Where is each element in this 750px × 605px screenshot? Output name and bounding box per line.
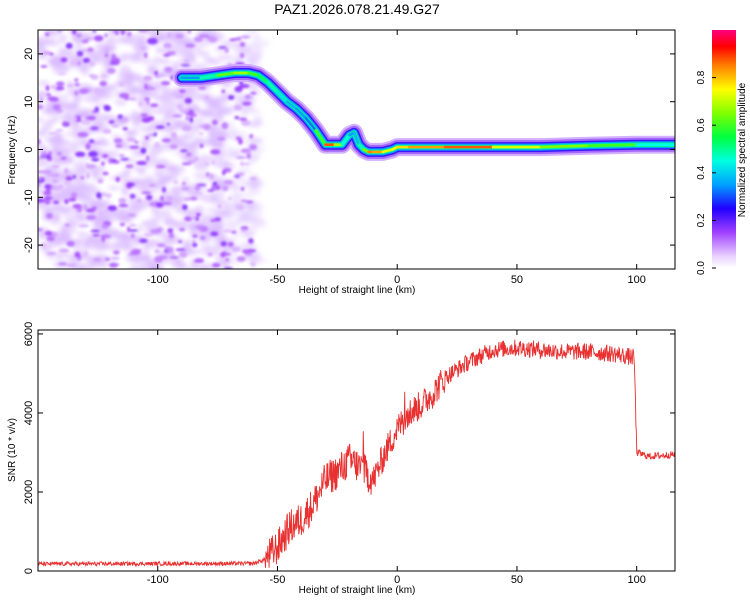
x-tick-label: -50: [270, 574, 286, 586]
x-tick-label: -50: [270, 274, 286, 286]
snr-panel: -100 -50 0 50 100 0 2000 4000 6000 Height of st…: [7, 322, 676, 596]
spectrogram-xlabel: Height of straight line (km): [299, 285, 416, 296]
x-tick-label: 100: [628, 574, 646, 586]
x-tick-label: 0: [394, 274, 400, 286]
colorbar-tick-label: 0.2: [696, 213, 707, 227]
colorbar-gradient: [712, 30, 736, 268]
y-tick-label: 4000: [23, 401, 35, 425]
snr-frame: [37, 329, 676, 572]
y-tick-label: 6000: [23, 322, 35, 346]
figure-title: PAZ1.2026.078.21.49.G27: [274, 1, 440, 17]
colorbar-tick-label: 0.4: [696, 165, 707, 179]
colorbar: 0.0 0.2 0.4 0.6 0.8 Normalized spectral ampl…: [696, 30, 748, 275]
colorbar-tick-label: 0.0: [696, 261, 707, 275]
y-tick-label: -20: [23, 237, 35, 253]
spectrogram-ridge: [172, 64, 675, 161]
x-tick-label: 50: [511, 274, 523, 286]
snr-ylabel: SNR (10 * v/v): [7, 418, 18, 482]
y-tick-label: 20: [23, 48, 35, 60]
snr-xlabel: Height of straight line (km): [299, 585, 416, 596]
spectrogram-ylabel: Frequency (Hz): [7, 116, 18, 185]
colorbar-ticks: 0.0 0.2 0.4 0.6 0.8: [696, 70, 716, 275]
snr-y-ticks: 0 2000 4000 6000: [23, 322, 675, 574]
colorbar-tick-label: 0.8: [696, 70, 707, 84]
y-tick-label: 2000: [23, 480, 35, 504]
y-tick-label: -10: [23, 189, 35, 205]
x-tick-label: 0: [394, 574, 400, 586]
colorbar-label: Normalized spectral amplitude: [737, 82, 748, 217]
y-tick-label: 10: [23, 96, 35, 108]
spectrogram-x-ticks: -100 -50 0 50 100: [147, 30, 646, 286]
x-tick-label: 100: [628, 274, 646, 286]
spectrogram-y-ticks: 20 10 0 -10 -20: [23, 48, 675, 253]
x-tick-label: -100: [147, 574, 169, 586]
y-tick-label: 0: [23, 146, 35, 152]
colorbar-tick-label: 0.6: [696, 118, 707, 132]
y-tick-label: 0: [23, 568, 35, 574]
x-tick-label: 50: [511, 574, 523, 586]
snr-series-line: [38, 339, 675, 568]
snr-plot-area: [38, 330, 675, 571]
x-tick-label: -100: [147, 274, 169, 286]
snr-x-ticks: -100 -50 0 50 100: [147, 330, 646, 586]
